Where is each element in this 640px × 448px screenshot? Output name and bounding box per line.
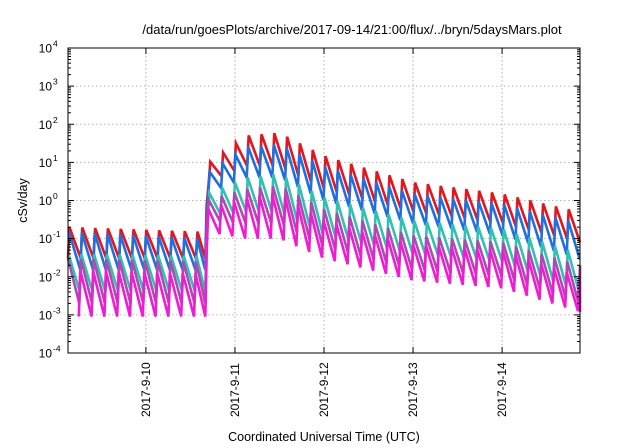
y-tick-exponent: 3 (53, 77, 58, 87)
y-tick-label: 10 (39, 232, 53, 246)
y-tick-label: 10 (39, 347, 53, 361)
y-tick-label: 10 (39, 80, 53, 94)
y-tick-exponent: -1 (53, 229, 61, 239)
chart-title: /data/run/goesPlots/archive/2017-09-14/2… (142, 22, 562, 37)
y-tick-label: 10 (39, 270, 53, 284)
y-axis-label: cSv/day (16, 178, 30, 223)
x-tick-label-group: 2017-9-11 (228, 363, 242, 417)
x-tick-label-group: 2017-9-12 (317, 362, 331, 417)
y-tick-label: 10 (39, 118, 53, 132)
ticks (68, 47, 580, 354)
y-tick-exponent: 0 (53, 191, 58, 201)
x-tick-label-group: 2017-9-14 (495, 362, 509, 417)
y-tick-exponent: 1 (53, 153, 58, 163)
y-tick-label: 10 (39, 308, 53, 322)
y-tick-exponent: 2 (53, 115, 58, 125)
series-group (66, 132, 582, 317)
y-tick-exponent: -4 (53, 344, 61, 354)
series-line (77, 194, 582, 317)
y-tick-label: 10 (39, 156, 53, 170)
x-tick-label: 2017-9-10 (139, 362, 153, 417)
x-tick-labels: 2017-9-10 2017-9-11 2017-9-12 2017-9-13 2017… (139, 362, 509, 417)
x-tick-label: 2017-9-14 (495, 362, 509, 417)
x-tick-label: 2017-9-11 (228, 363, 242, 417)
y-tick-exponent: 4 (53, 39, 58, 49)
x-tick-label-group: 2017-9-10 (139, 362, 153, 417)
y-tick-label: 10 (39, 194, 53, 208)
x-axis-label: Coordinated Universal Time (UTC) (228, 430, 420, 444)
y-tick-label: 10 (39, 42, 53, 56)
x-tick-label-group: 2017-9-13 (406, 362, 420, 417)
x-tick-label: 2017-9-12 (317, 362, 331, 417)
y-tick-exponent: -2 (53, 267, 61, 277)
x-tick-label: 2017-9-13 (406, 362, 420, 417)
y-tick-exponent: -3 (53, 305, 61, 315)
